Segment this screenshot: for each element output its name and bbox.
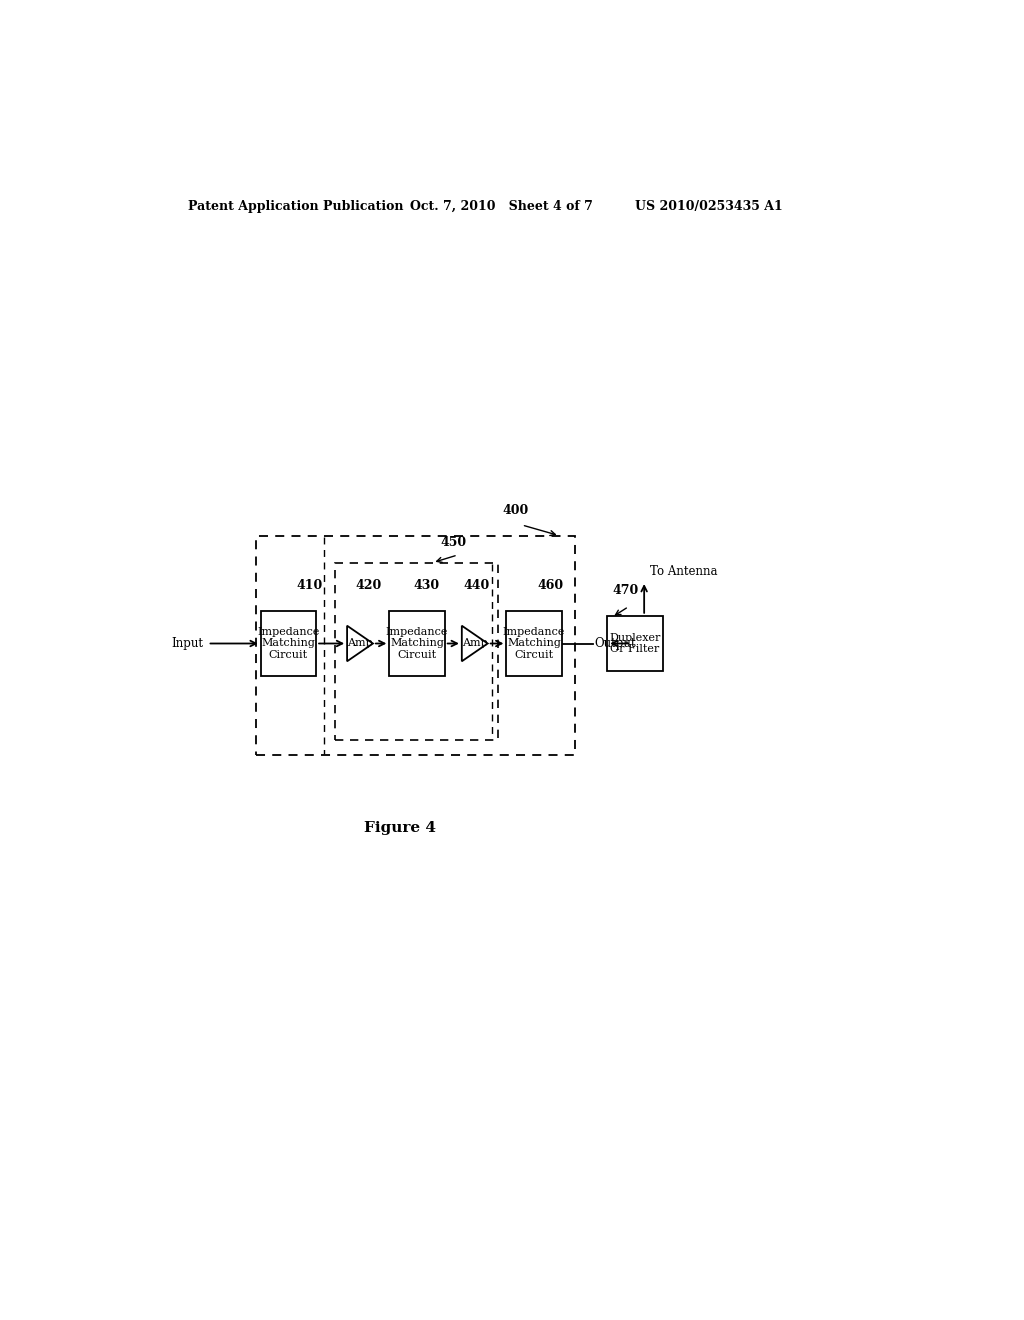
Text: Amp: Amp <box>462 639 487 648</box>
Polygon shape <box>462 626 487 661</box>
Text: 440: 440 <box>464 579 490 593</box>
Text: Output: Output <box>594 638 636 649</box>
Text: 450: 450 <box>441 536 467 549</box>
Text: 410: 410 <box>296 579 323 593</box>
Bar <box>261 611 316 676</box>
Bar <box>607 615 663 671</box>
Bar <box>389 611 444 676</box>
Text: 400: 400 <box>503 504 528 517</box>
Text: Figure 4: Figure 4 <box>365 821 436 836</box>
Text: 470: 470 <box>612 585 639 597</box>
Bar <box>256 536 574 755</box>
Text: Impedance
Matching
Circuit: Impedance Matching Circuit <box>503 627 565 660</box>
Text: 460: 460 <box>538 579 563 593</box>
Text: US 2010/0253435 A1: US 2010/0253435 A1 <box>635 199 782 213</box>
Text: 430: 430 <box>414 579 440 593</box>
Text: Impedance
Matching
Circuit: Impedance Matching Circuit <box>257 627 319 660</box>
Text: Impedance
Matching
Circuit: Impedance Matching Circuit <box>386 627 449 660</box>
Text: Amp: Amp <box>347 639 373 648</box>
Text: Oct. 7, 2010   Sheet 4 of 7: Oct. 7, 2010 Sheet 4 of 7 <box>410 199 593 213</box>
Bar <box>335 562 498 739</box>
Text: Patent Application Publication: Patent Application Publication <box>188 199 403 213</box>
Text: Duplexer
Or Filter: Duplexer Or Filter <box>609 632 660 655</box>
Text: To Antenna: To Antenna <box>650 565 718 578</box>
Bar <box>506 611 562 676</box>
Text: 420: 420 <box>355 579 382 593</box>
Text: Input: Input <box>172 638 204 649</box>
Polygon shape <box>347 626 373 661</box>
